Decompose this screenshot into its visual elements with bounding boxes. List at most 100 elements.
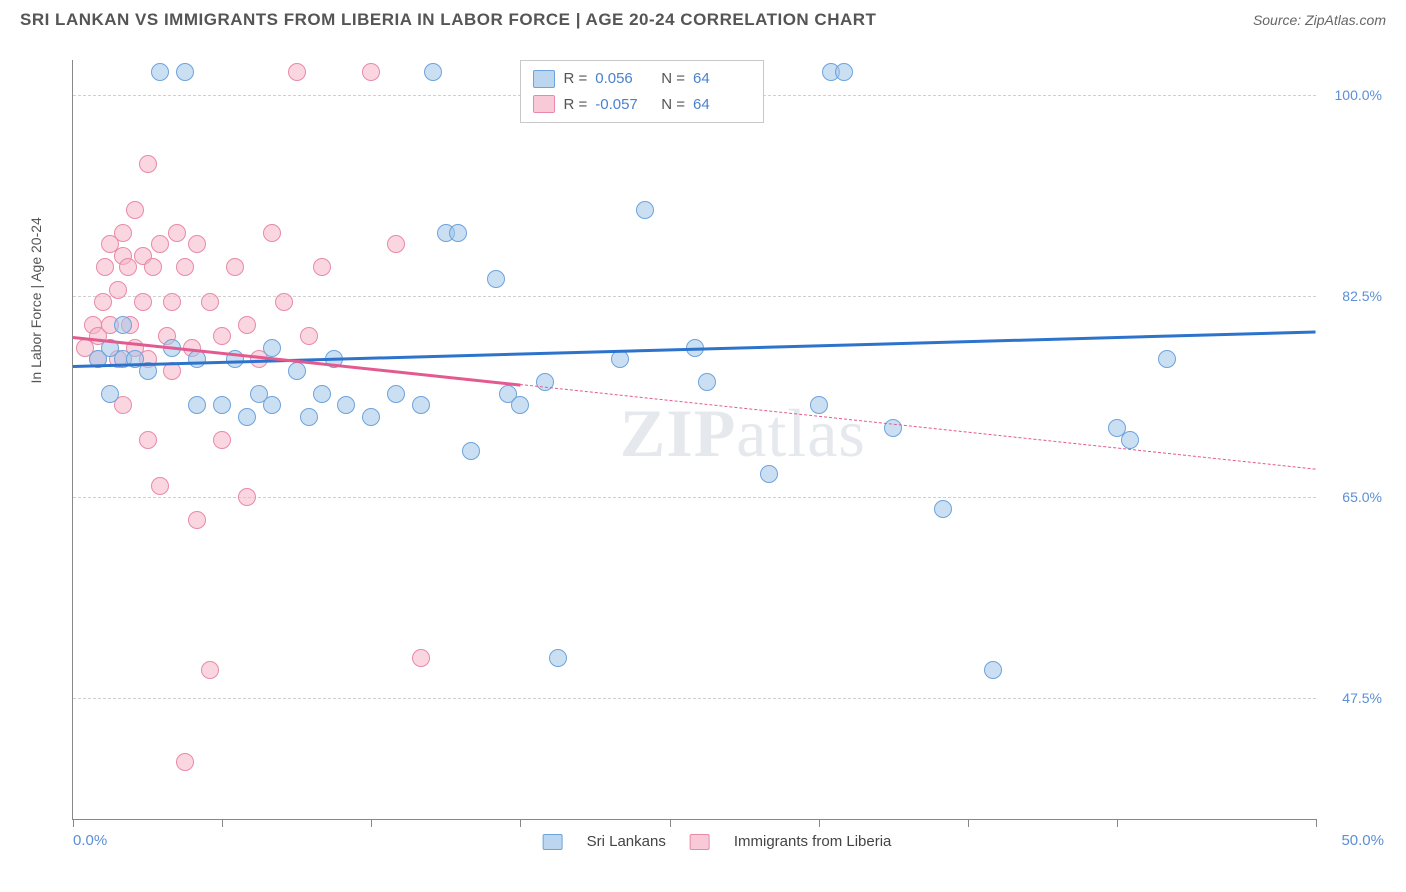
- scatter-point: [109, 281, 127, 299]
- scatter-point: [300, 408, 318, 426]
- r-label: R =: [563, 92, 587, 118]
- scatter-point: [188, 235, 206, 253]
- chart-title: SRI LANKAN VS IMMIGRANTS FROM LIBERIA IN…: [20, 10, 876, 30]
- scatter-point: [151, 477, 169, 495]
- gridline-h: [73, 296, 1316, 297]
- trend-line: [520, 384, 1316, 470]
- scatter-point: [96, 258, 114, 276]
- scatter-point: [934, 500, 952, 518]
- scatter-point: [424, 63, 442, 81]
- n-label: N =: [661, 92, 685, 118]
- xtick-label-last: 50.0%: [1341, 832, 1384, 849]
- scatter-point: [226, 258, 244, 276]
- scatter-point: [119, 258, 137, 276]
- scatter-point: [362, 408, 380, 426]
- watermark-rest: atlas: [736, 395, 866, 471]
- scatter-point: [835, 63, 853, 81]
- ytick-label: 100.0%: [1335, 87, 1382, 103]
- scatter-point: [201, 661, 219, 679]
- xtick: [819, 819, 820, 827]
- scatter-point: [168, 224, 186, 242]
- scatter-point: [176, 753, 194, 771]
- scatter-point: [387, 385, 405, 403]
- scatter-point: [139, 431, 157, 449]
- scatter-point: [288, 63, 306, 81]
- scatter-point: [263, 396, 281, 414]
- stats-row-a: R = 0.056 N = 64: [533, 66, 751, 92]
- scatter-point: [362, 63, 380, 81]
- stats-row-b: R = -0.057 N = 64: [533, 92, 751, 118]
- scatter-point: [263, 224, 281, 242]
- chart-container: In Labor Force | Age 20-24 R = 0.056 N =…: [48, 48, 1386, 852]
- scatter-point: [1121, 431, 1139, 449]
- scatter-point: [188, 511, 206, 529]
- scatter-point: [114, 224, 132, 242]
- legend-swatch-a: [543, 834, 563, 850]
- scatter-point: [126, 201, 144, 219]
- scatter-point: [511, 396, 529, 414]
- xtick: [222, 819, 223, 827]
- scatter-point: [300, 327, 318, 345]
- scatter-point: [201, 293, 219, 311]
- scatter-point: [94, 293, 112, 311]
- xtick: [520, 819, 521, 827]
- scatter-point: [313, 258, 331, 276]
- n-label: N =: [661, 66, 685, 92]
- legend-swatch-b: [690, 834, 710, 850]
- scatter-point: [984, 661, 1002, 679]
- scatter-point: [238, 408, 256, 426]
- legend-label-b: Immigrants from Liberia: [734, 833, 892, 850]
- r-value-a: 0.056: [595, 66, 653, 92]
- scatter-point: [238, 488, 256, 506]
- scatter-point: [144, 258, 162, 276]
- swatch-liberia: [533, 95, 555, 113]
- scatter-point: [101, 385, 119, 403]
- xtick: [371, 819, 372, 827]
- scatter-point: [176, 258, 194, 276]
- n-value-a: 64: [693, 66, 751, 92]
- series-legend: Sri Lankans Immigrants from Liberia: [543, 833, 892, 850]
- scatter-point: [462, 442, 480, 460]
- scatter-point: [213, 431, 231, 449]
- ytick-label: 47.5%: [1342, 690, 1382, 706]
- scatter-point: [275, 293, 293, 311]
- scatter-point: [151, 63, 169, 81]
- scatter-point: [412, 649, 430, 667]
- source-label: Source: ZipAtlas.com: [1253, 12, 1386, 28]
- scatter-point: [412, 396, 430, 414]
- n-value-b: 64: [693, 92, 751, 118]
- plot-area: R = 0.056 N = 64 R = -0.057 N = 64 ZIPat…: [72, 60, 1316, 820]
- chart-header: SRI LANKAN VS IMMIGRANTS FROM LIBERIA IN…: [0, 0, 1406, 36]
- ytick-label: 82.5%: [1342, 288, 1382, 304]
- scatter-point: [238, 316, 256, 334]
- scatter-point: [760, 465, 778, 483]
- scatter-point: [487, 270, 505, 288]
- scatter-point: [611, 350, 629, 368]
- scatter-point: [549, 649, 567, 667]
- gridline-h: [73, 497, 1316, 498]
- r-label: R =: [563, 66, 587, 92]
- y-axis-label: In Labor Force | Age 20-24: [28, 217, 44, 383]
- scatter-point: [188, 350, 206, 368]
- scatter-point: [263, 339, 281, 357]
- trend-line: [73, 330, 1316, 367]
- xtick: [968, 819, 969, 827]
- scatter-point: [1158, 350, 1176, 368]
- scatter-point: [176, 63, 194, 81]
- scatter-point: [337, 396, 355, 414]
- ytick-label: 65.0%: [1342, 489, 1382, 505]
- scatter-point: [151, 235, 169, 253]
- scatter-point: [698, 373, 716, 391]
- scatter-point: [134, 293, 152, 311]
- xtick-label-first: 0.0%: [73, 832, 107, 849]
- scatter-point: [449, 224, 467, 242]
- scatter-point: [636, 201, 654, 219]
- watermark: ZIPatlas: [620, 394, 866, 473]
- legend-label-a: Sri Lankans: [587, 833, 666, 850]
- r-value-b: -0.057: [595, 92, 653, 118]
- scatter-point: [810, 396, 828, 414]
- scatter-point: [313, 385, 331, 403]
- scatter-point: [114, 316, 132, 334]
- scatter-point: [139, 155, 157, 173]
- xtick: [670, 819, 671, 827]
